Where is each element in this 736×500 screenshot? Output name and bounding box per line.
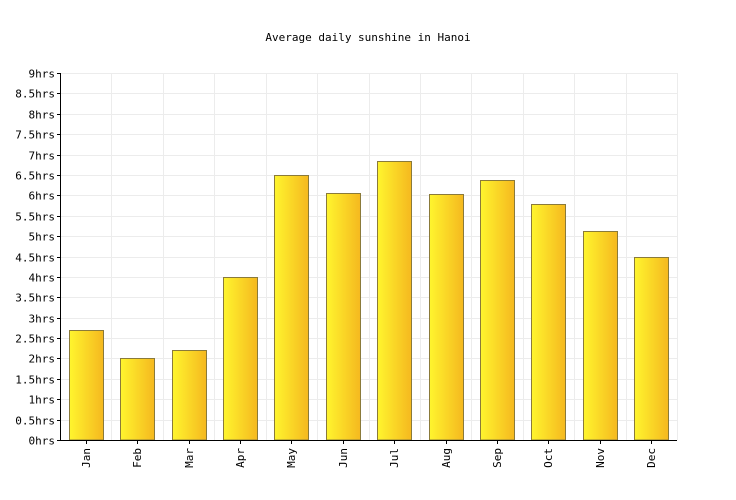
bar-feb: [120, 358, 155, 441]
bar-mar: [172, 350, 207, 441]
y-tick-label: 2hrs: [29, 353, 56, 366]
y-tick-label: 7.5hrs: [15, 129, 55, 142]
x-tick-label-oct: Oct: [542, 448, 555, 468]
bar-aug: [429, 194, 464, 441]
x-tick-label-jul: Jul: [388, 448, 401, 468]
bar-apr: [223, 277, 258, 441]
chart-title: Average daily sunshine in Hanoi: [265, 31, 470, 44]
y-tick-label: 3hrs: [29, 313, 56, 326]
y-tick-label: 0hrs: [29, 435, 56, 448]
x-tick-label-jan: Jan: [80, 448, 93, 468]
bar-layer: [69, 161, 669, 441]
y-tick-label: 7hrs: [29, 150, 56, 163]
x-tick-label-sep: Sep: [491, 448, 504, 468]
x-tick-label-apr: Apr: [234, 448, 247, 468]
y-tick-label: 0.5hrs: [15, 415, 55, 428]
x-tick-label-may: May: [285, 448, 298, 468]
y-tick-label: 5hrs: [29, 231, 56, 244]
y-tick-label: 8hrs: [29, 109, 56, 122]
bar-may: [274, 175, 309, 441]
y-tick-label: 8.5hrs: [15, 88, 55, 101]
x-tick-label-nov: Nov: [594, 448, 607, 468]
y-tick-label: 2.5hrs: [15, 333, 55, 346]
x-tick-label-mar: Mar: [183, 448, 196, 468]
bar-nov: [583, 231, 618, 441]
y-tick-label: 4.5hrs: [15, 252, 55, 265]
y-tick-label: 4hrs: [29, 272, 56, 285]
bar-jul: [377, 161, 412, 441]
grid-layer: [60, 73, 678, 440]
axis-layer: [57, 73, 677, 444]
y-tick-label: 6.5hrs: [15, 170, 55, 183]
x-tick-labels: Jan Feb Mar Apr May Jun Jul Aug Sep Oct Nov Dec: [80, 448, 658, 468]
bar-dec: [634, 257, 669, 441]
x-tick-label-aug: Aug: [440, 448, 453, 468]
y-tick-label: 3.5hrs: [15, 292, 55, 305]
bar-jun: [326, 193, 361, 441]
x-tick-label-jun: Jun: [337, 448, 350, 468]
y-tick-label: 5.5hrs: [15, 211, 55, 224]
bar-jan: [69, 330, 104, 441]
x-tick-label-feb: Feb: [131, 448, 144, 468]
y-tick-label: 1.5hrs: [15, 374, 55, 387]
y-tick-label: 1hrs: [29, 394, 56, 407]
y-tick-labels: 0hrs 0.5hrs 1hrs 1.5hrs 2hrs 2.5hrs 3hrs 3.5hrs…: [15, 68, 55, 448]
y-tick-label: 9hrs: [29, 68, 56, 81]
y-tick-label: 6hrs: [29, 190, 56, 203]
bar-oct: [531, 204, 566, 441]
x-tick-label-dec: Dec: [645, 448, 658, 468]
bar-sep: [480, 180, 515, 441]
